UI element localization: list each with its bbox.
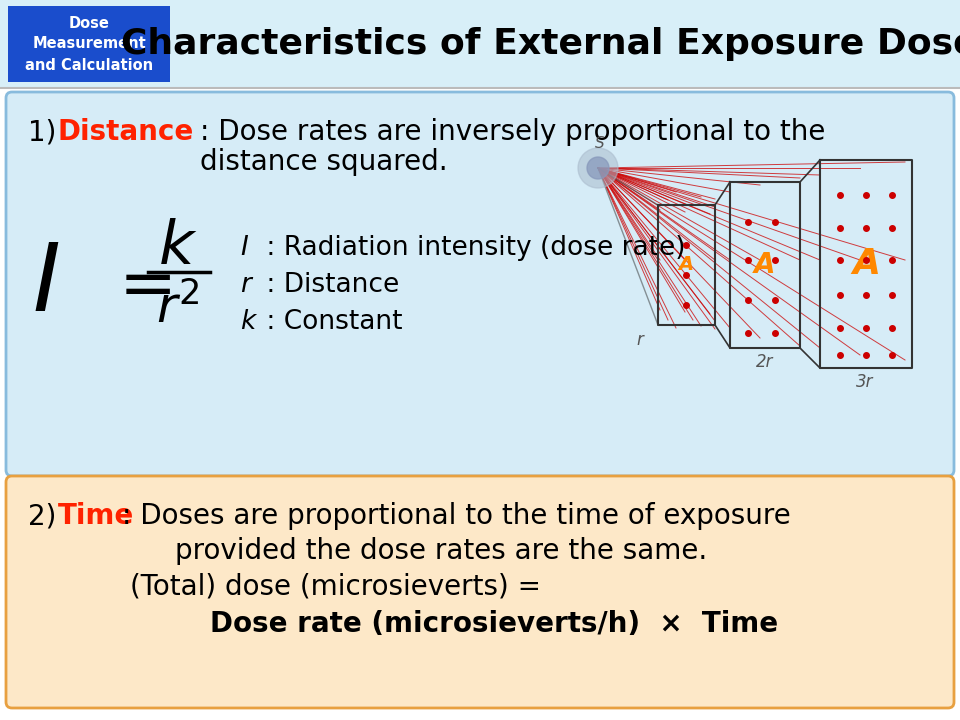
FancyBboxPatch shape	[6, 476, 954, 708]
Text: : Radiation intensity (dose rate): : Radiation intensity (dose rate)	[258, 235, 685, 261]
Text: A: A	[679, 256, 693, 274]
Text: Time: Time	[58, 502, 134, 530]
Text: S: S	[595, 135, 605, 150]
Text: : Doses are proportional to the time of exposure: : Doses are proportional to the time of …	[122, 502, 791, 530]
Text: $\mathit{I}$: $\mathit{I}$	[32, 239, 60, 331]
Text: A: A	[755, 251, 776, 279]
Text: 2r: 2r	[756, 353, 774, 371]
Circle shape	[587, 157, 609, 179]
Text: Dose
Measurement
and Calculation: Dose Measurement and Calculation	[25, 16, 153, 73]
Text: : Constant: : Constant	[258, 309, 402, 335]
Text: $=$: $=$	[105, 251, 172, 318]
Text: $\mathit{I}$: $\mathit{I}$	[240, 235, 249, 261]
Text: Dose rate (microsieverts/h)  ×  Time: Dose rate (microsieverts/h) × Time	[210, 610, 779, 638]
Text: (Total) dose (microsieverts) =: (Total) dose (microsieverts) =	[130, 572, 541, 600]
Text: provided the dose rates are the same.: provided the dose rates are the same.	[175, 537, 708, 565]
Text: r: r	[636, 331, 643, 349]
Text: : Distance: : Distance	[258, 272, 399, 298]
Text: : Dose rates are inversely proportional to the: : Dose rates are inversely proportional …	[200, 118, 826, 146]
Circle shape	[578, 148, 618, 188]
Text: $\mathit{k}$: $\mathit{k}$	[240, 309, 258, 335]
Text: 2): 2)	[28, 502, 65, 530]
Text: A: A	[852, 247, 880, 281]
FancyBboxPatch shape	[6, 92, 954, 476]
Text: 1): 1)	[28, 118, 65, 146]
Text: Distance: Distance	[58, 118, 194, 146]
Text: $\mathit{r}^2$: $\mathit{r}^2$	[156, 284, 200, 333]
Text: $\mathit{r}$: $\mathit{r}$	[240, 272, 254, 298]
FancyBboxPatch shape	[8, 6, 170, 82]
Text: 3r: 3r	[856, 373, 874, 391]
Text: $\mathit{k}$: $\mathit{k}$	[158, 218, 198, 277]
FancyBboxPatch shape	[0, 0, 960, 88]
Text: Characteristics of External Exposure Doses: Characteristics of External Exposure Dos…	[121, 27, 960, 61]
Text: distance squared.: distance squared.	[200, 148, 447, 176]
